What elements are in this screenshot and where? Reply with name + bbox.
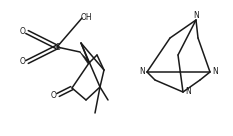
- Text: N: N: [193, 11, 199, 20]
- Text: N: N: [185, 87, 191, 97]
- Text: O: O: [51, 90, 57, 100]
- Text: N: N: [212, 67, 218, 76]
- Text: O: O: [20, 27, 26, 36]
- Polygon shape: [80, 52, 90, 64]
- Text: OH: OH: [80, 13, 92, 22]
- Text: N: N: [139, 67, 145, 76]
- Text: S: S: [56, 42, 61, 52]
- Text: O: O: [20, 58, 26, 67]
